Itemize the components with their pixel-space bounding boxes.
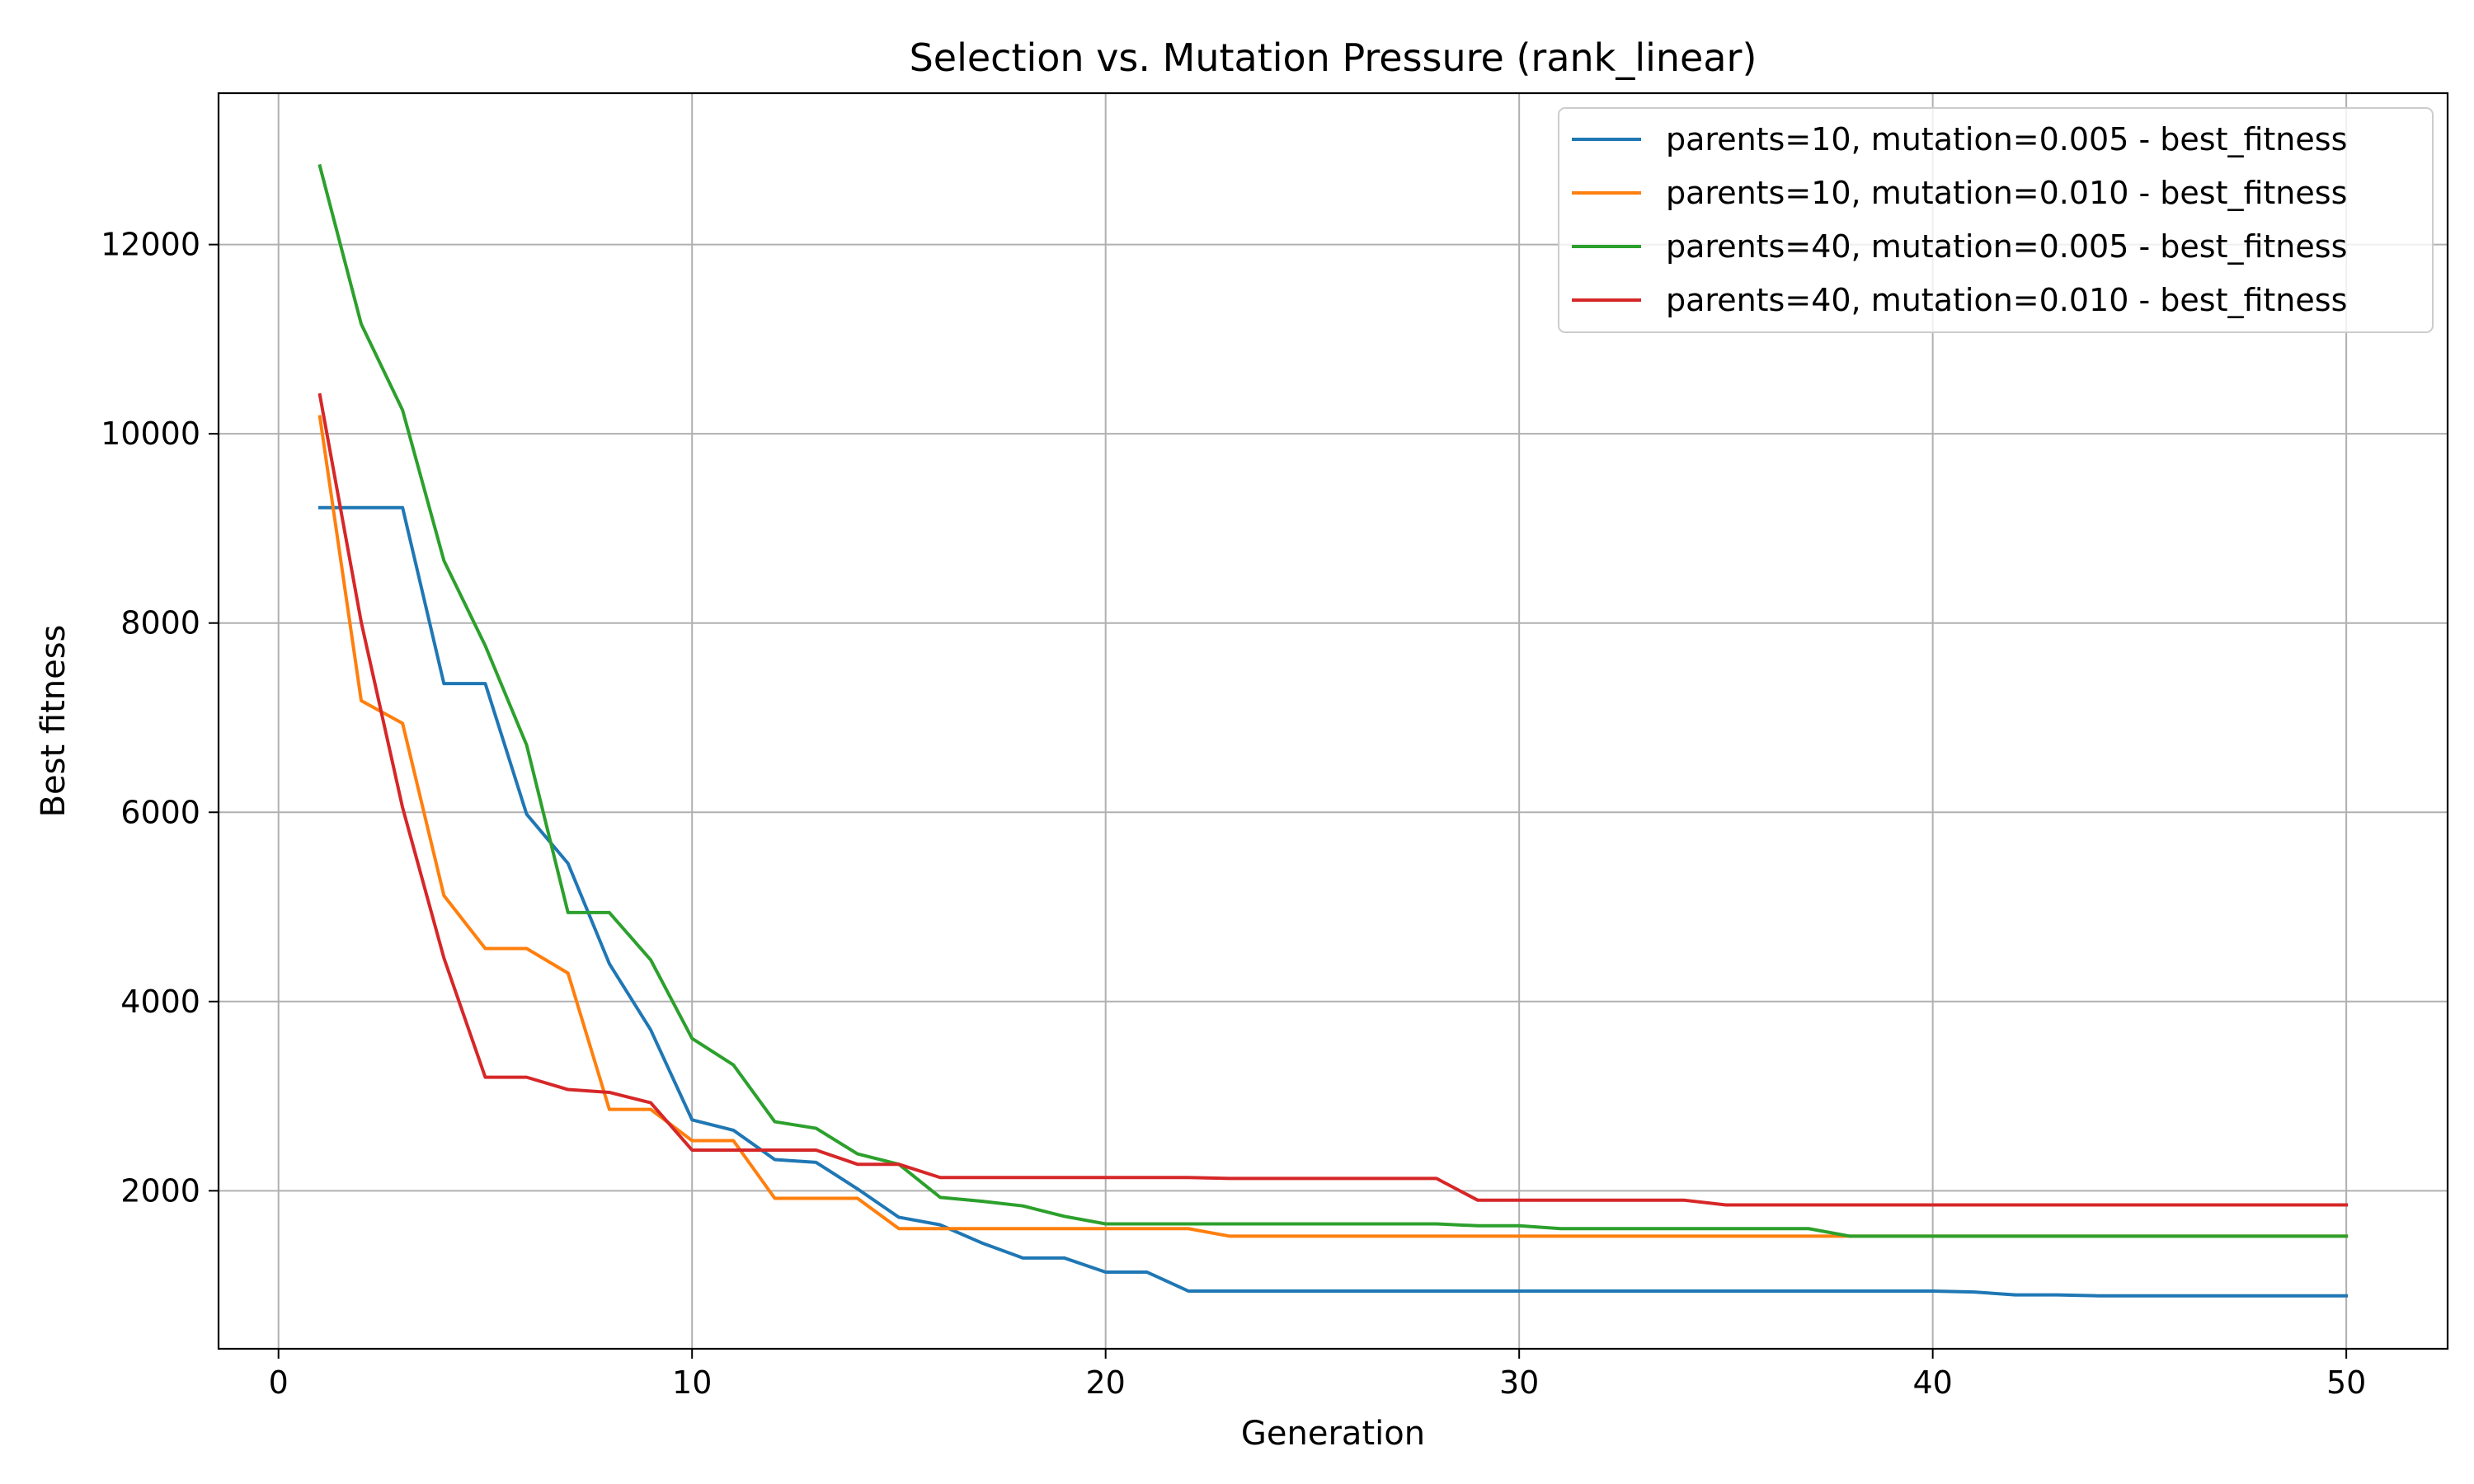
x-tick-label: 0 — [269, 1364, 289, 1401]
series-line-3 — [317, 163, 2349, 1238]
y-axis-label: Best fitness — [35, 625, 73, 818]
series-line-4 — [317, 392, 2349, 1207]
x-tick-label: 20 — [1086, 1364, 1126, 1401]
y-tick-label: 8000 — [120, 605, 200, 641]
y-tick-label: 4000 — [120, 984, 200, 1020]
legend-label-4: parents=40, mutation=0.010 - best_fitnes… — [1666, 282, 2347, 318]
x-tick-label: 30 — [1499, 1364, 1539, 1401]
y-tick-label: 10000 — [101, 416, 200, 452]
plot-frame — [217, 92, 2449, 1350]
x-axis-label: Generation — [1241, 1415, 1425, 1453]
x-tick-label: 40 — [1912, 1364, 1952, 1401]
legend-label-1: parents=10, mutation=0.005 - best_fitnes… — [1666, 121, 2347, 157]
legend-label-3: parents=40, mutation=0.005 - best_fitnes… — [1666, 228, 2347, 265]
series-lines — [317, 163, 2349, 1298]
legend-box — [1558, 107, 2434, 333]
y-tick-label: 6000 — [120, 794, 200, 830]
y-tick-label: 12000 — [101, 227, 200, 263]
x-tick-label: 10 — [672, 1364, 712, 1401]
y-tick-label: 2000 — [120, 1172, 200, 1209]
legend-label-2: parents=10, mutation=0.010 - best_fitnes… — [1666, 175, 2347, 211]
legend: parents=10, mutation=0.005 - best_fitnes… — [1558, 107, 2434, 333]
x-tick-label: 50 — [2326, 1364, 2366, 1401]
axis-ticks: 0 10 20 30 40 50 2000 4000 6000 8000 10000 12000 — [101, 227, 2366, 1401]
grid — [219, 93, 2448, 1349]
chart-title: Selection vs. Mutation Pressure (rank_li… — [910, 35, 1757, 80]
series-line-1 — [317, 505, 2349, 1298]
